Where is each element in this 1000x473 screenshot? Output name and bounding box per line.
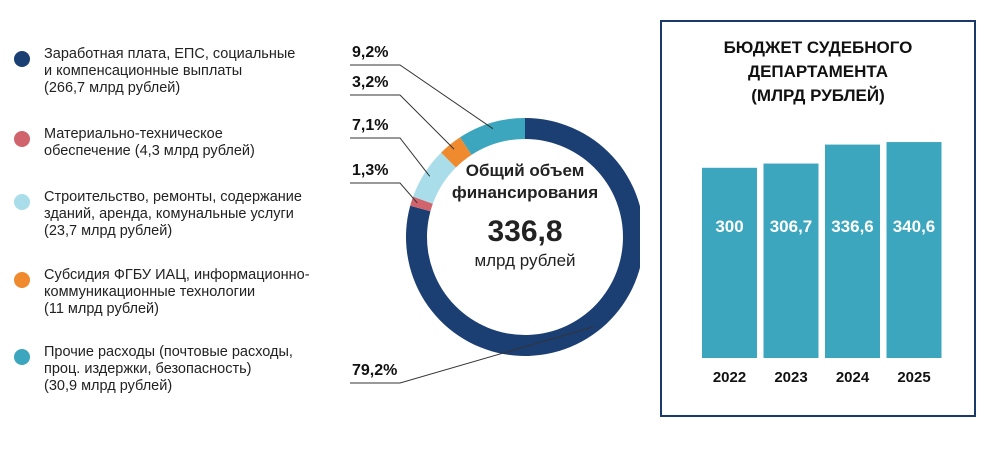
donut-center-unit: млрд рублей [474,251,576,270]
legend-swatch [14,131,30,147]
bar-value-label: 300 [715,217,743,236]
donut-chart: 79,2% 1,3% 7,1% 3,2% 9,2% [350,44,640,384]
donut-center-title: Общий объем финансирования [451,161,599,202]
donut-slice-label: 9,2% [352,44,388,61]
donut-slice-label: 7,1% [352,117,388,134]
donut-slice-label: 79,2% [352,362,397,379]
donut-slice-construction [413,152,456,204]
legend-label: Субсидия ФГБУ ИАЦ, информационно- коммун… [44,267,310,317]
legend-swatch [14,349,30,365]
bar-2022 [702,167,757,358]
donut-leader-line [350,137,431,177]
budget-panel-title: БЮДЖЕТ СУДЕБНОГО ДЕПАРТАМЕНТА (МЛРД РУБЛ… [723,38,913,105]
legend-label: Материально-техническое обеспечение (4,3… [44,126,255,159]
legend-swatch [14,51,30,67]
donut-slice-other [460,118,525,155]
legend-label: Строительство, ремонты, содержание здани… [44,189,302,239]
bar-2025 [886,142,942,358]
donut-slice-subsidy [441,137,472,168]
donut-center-value: 336,8 [487,215,563,248]
donut-leader-line [350,326,594,384]
bar-category-label: 2024 [836,369,870,386]
legend-swatch [14,194,30,210]
legend-label: Заработная плата, ЕПС, социальные и комп… [44,46,296,96]
bar-value-label: 306,7 [770,217,813,236]
bar-chart: 300 2022 306,7 2023 336,6 2024 340,6 2025 [702,142,942,386]
bar-2024 [825,144,880,358]
bar-category-label: 2025 [897,369,930,386]
donut-leader-line [350,182,418,204]
bar-category-label: 2022 [713,369,746,386]
donut-leader-line [350,94,455,150]
bar-category-label: 2023 [774,369,807,386]
donut-leader-line [350,64,494,130]
bar-value-label: 340,6 [893,217,936,236]
budget-panel: БЮДЖЕТ СУДЕБНОГО ДЕПАРТАМЕНТА (МЛРД РУБЛ… [660,20,976,417]
donut-slice-material [410,196,433,212]
legend-swatch [14,272,30,288]
donut-slice-label: 3,2% [352,74,388,91]
legend-label: Прочие расходы (почтовые расходы, проц. … [44,344,293,394]
bar-2023 [763,163,819,358]
bar-value-label: 336,6 [831,217,874,236]
donut-slice-label: 1,3% [352,162,388,179]
